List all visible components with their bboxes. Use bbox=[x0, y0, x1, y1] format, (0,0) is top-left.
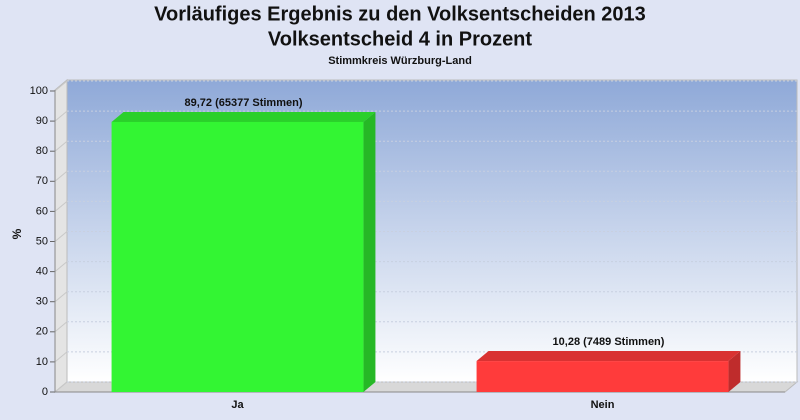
x-tick-label: Nein bbox=[591, 399, 615, 411]
bar-top bbox=[476, 351, 741, 362]
bar bbox=[111, 121, 364, 392]
bar-side bbox=[363, 111, 376, 392]
plot: 0 10 20 30 40 50 60 70 80 90 100 Ja 89,72 (65377 Sti… bbox=[30, 80, 797, 411]
grid-line bbox=[54, 80, 68, 92]
grid-line bbox=[54, 140, 68, 152]
grid-line bbox=[54, 261, 68, 272]
grid-line bbox=[54, 381, 68, 393]
y-tick-label: 50 bbox=[36, 235, 48, 247]
y-tick-label: 20 bbox=[36, 326, 48, 338]
bar bbox=[476, 361, 729, 392]
grid-line bbox=[54, 110, 68, 122]
y-tick-label: 30 bbox=[36, 296, 48, 308]
grid-line bbox=[54, 231, 68, 242]
grid-line bbox=[54, 201, 68, 212]
y-tick-label: 0 bbox=[42, 386, 48, 398]
y-tick-label: 60 bbox=[36, 205, 48, 217]
chart-subtitle: Volksentscheid 4 in Prozent bbox=[268, 28, 532, 50]
x-tick-label: Ja bbox=[231, 399, 244, 411]
chart-title: Vorläufiges Ergebnis zu den Volksentsche… bbox=[154, 3, 646, 25]
grid-line bbox=[54, 351, 68, 363]
grid-line bbox=[54, 321, 68, 333]
value-label: 89,72 (65377 Stimmen) bbox=[184, 97, 302, 109]
grid-line bbox=[54, 170, 68, 182]
y-tick-label: 80 bbox=[36, 145, 48, 157]
value-label: 10,28 (7489 Stimmen) bbox=[553, 336, 665, 348]
y-tick-label: 40 bbox=[36, 266, 48, 278]
y-tick-label: 100 bbox=[30, 85, 48, 97]
bar-top bbox=[111, 111, 376, 122]
y-tick-label: 10 bbox=[36, 356, 48, 368]
y-axis-label: % bbox=[10, 228, 24, 239]
bar-side bbox=[728, 351, 741, 392]
chart-caption: Stimmkreis Würzburg-Land bbox=[328, 55, 472, 67]
y-tick-label: 70 bbox=[36, 175, 48, 187]
y-tick-label: 90 bbox=[36, 115, 48, 127]
grid-line bbox=[54, 291, 68, 303]
